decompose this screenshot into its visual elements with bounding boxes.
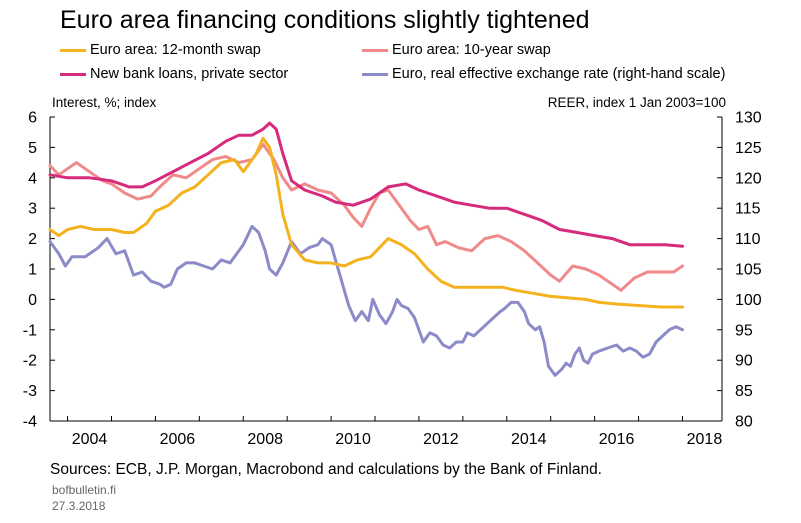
footer-site: bofbulletin.fi (52, 483, 117, 497)
legend-swatch-12m-swap (60, 48, 86, 52)
right-tick-label: 105 (735, 262, 762, 279)
right-tick-label: 90 (735, 353, 753, 370)
right-tick-label: 95 (735, 322, 753, 339)
right-tick-label: 110 (735, 231, 761, 248)
legend-label-bank-loans: New bank loans, private sector (90, 66, 289, 82)
left-tick-label: 4 (28, 170, 37, 187)
right-tick-label: 80 (735, 414, 753, 431)
legend-swatch-10y-swap (362, 48, 388, 52)
left-tick-label: 5 (28, 140, 37, 157)
left-tick-label: -1 (23, 322, 37, 339)
left-axis-title: Interest, %; index (52, 95, 157, 110)
legend-swatch-reer (362, 72, 388, 76)
right-tick-label: 115 (735, 201, 761, 218)
left-tick-label: 6 (28, 110, 37, 127)
source-note: Sources: ECB, J.P. Morgan, Macrobond and… (50, 461, 602, 478)
x-tick-label: 2008 (247, 431, 283, 448)
right-tick-label: 120 (735, 170, 762, 187)
left-tick-label: -3 (23, 383, 37, 400)
x-tick-label: 2018 (687, 431, 723, 448)
left-tick-label: -4 (23, 414, 37, 431)
legend-label-12m-swap: Euro area: 12-month swap (90, 42, 261, 58)
series-line-12m-swap (48, 136, 684, 309)
x-tick-label: 2012 (423, 431, 459, 448)
x-tick-label: 2010 (335, 431, 371, 448)
right-tick-label: 100 (735, 292, 762, 309)
legend-item-bank-loans: New bank loans, private sector (60, 66, 288, 82)
left-tick-label: -2 (23, 353, 37, 370)
series-line-bank-loans (48, 121, 684, 248)
legend-item-reer: Euro, real effective exchange rate (righ… (362, 66, 725, 82)
x-tick-label: 2016 (599, 431, 635, 448)
x-tick-label: 2014 (511, 431, 547, 448)
x-tick-label: 2006 (160, 431, 196, 448)
legend-label-reer: Euro, real effective exchange rate (righ… (392, 66, 726, 82)
legend-item-10y-swap: Euro area: 10-year swap (362, 42, 551, 58)
left-tick-label: 0 (28, 292, 37, 309)
x-tick-label: 2004 (72, 431, 108, 448)
legend-label-10y-swap: Euro area: 10-year swap (392, 42, 551, 58)
footer-date: 27.3.2018 (52, 499, 106, 513)
series-line-10y-swap (48, 142, 684, 292)
legend-item-12m-swap: Euro area: 12-month swap (60, 42, 261, 58)
right-tick-label: 130 (735, 110, 762, 127)
right-tick-label: 85 (735, 383, 753, 400)
left-tick-label: 1 (28, 262, 37, 279)
left-tick-label: 3 (28, 201, 37, 218)
right-tick-label: 125 (735, 140, 762, 157)
legend-swatch-bank-loans (60, 72, 86, 76)
right-axis-title: REER, index 1 Jan 2003=100 (547, 95, 726, 110)
chart-title: Euro area financing conditions slightly … (60, 6, 590, 34)
series-line-reer (48, 224, 684, 377)
left-tick-label: 2 (28, 231, 37, 248)
